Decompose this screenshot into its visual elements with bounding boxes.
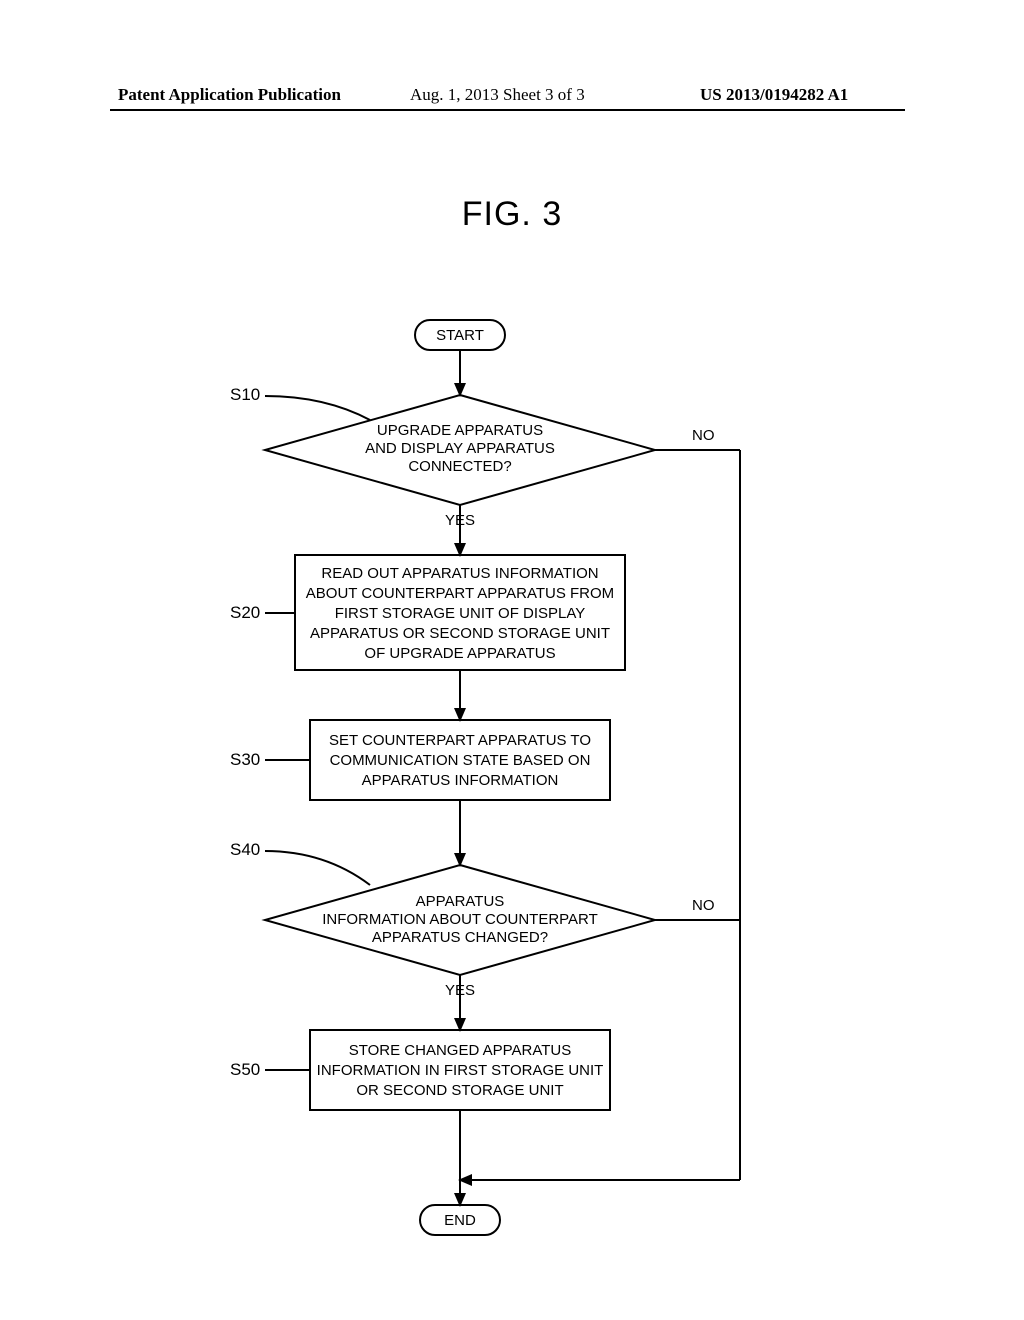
header-mid: Aug. 1, 2013 Sheet 3 of 3: [410, 85, 585, 105]
d1-line3: CONNECTED?: [408, 458, 511, 475]
d1-line2: AND DISPLAY APPARATUS: [365, 440, 555, 457]
end-node: END: [420, 1205, 500, 1235]
p3-l1: STORE CHANGED APPARATUS: [349, 1042, 572, 1059]
decision-2: APPARATUS INFORMATION ABOUT COUNTERPART …: [265, 865, 655, 975]
d2-no: NO: [692, 897, 715, 914]
p2-l1: SET COUNTERPART APPARATUS TO: [329, 732, 591, 749]
process-3: STORE CHANGED APPARATUS INFORMATION IN F…: [310, 1030, 610, 1110]
start-node: START: [415, 320, 505, 350]
process-2: SET COUNTERPART APPARATUS TO COMMUNICATI…: [310, 720, 610, 800]
flowchart: START S10 UPGRADE APPARATUS AND DISPLAY …: [100, 310, 920, 1260]
d1-line1: UPGRADE APPARATUS: [377, 422, 543, 439]
leader-s10: [265, 396, 370, 420]
step-label-s30: S30: [230, 750, 260, 769]
leader-s40: [265, 851, 370, 885]
header-rule: [110, 109, 905, 111]
p1-l1: READ OUT APPARATUS INFORMATION: [321, 565, 598, 582]
p1-l5: OF UPGRADE APPARATUS: [364, 645, 555, 662]
start-label: START: [436, 327, 484, 344]
p3-l3: OR SECOND STORAGE UNIT: [356, 1082, 563, 1099]
p1-l3: FIRST STORAGE UNIT OF DISPLAY: [335, 605, 586, 622]
figure-title: FIG. 3: [0, 195, 1024, 234]
d2-l3: APPARATUS CHANGED?: [372, 929, 548, 946]
d2-l2: INFORMATION ABOUT COUNTERPART: [322, 911, 598, 928]
process-1: READ OUT APPARATUS INFORMATION ABOUT COU…: [295, 555, 625, 670]
p3-l2: INFORMATION IN FIRST STORAGE UNIT: [317, 1062, 604, 1079]
header-left: Patent Application Publication: [118, 85, 341, 105]
header-right: US 2013/0194282 A1: [700, 85, 848, 105]
step-label-s20: S20: [230, 603, 260, 622]
p2-l3: APPARATUS INFORMATION: [362, 772, 559, 789]
p1-l4: APPARATUS OR SECOND STORAGE UNIT: [310, 625, 610, 642]
end-label: END: [444, 1212, 476, 1229]
step-label-s10: S10: [230, 385, 260, 404]
decision-1: UPGRADE APPARATUS AND DISPLAY APPARATUS …: [265, 395, 655, 505]
d1-no: NO: [692, 427, 715, 444]
d2-l1: APPARATUS: [416, 893, 505, 910]
step-label-s40: S40: [230, 840, 260, 859]
step-label-s50: S50: [230, 1060, 260, 1079]
p1-l2: ABOUT COUNTERPART APPARATUS FROM: [306, 585, 614, 602]
p2-l2: COMMUNICATION STATE BASED ON: [330, 752, 591, 769]
